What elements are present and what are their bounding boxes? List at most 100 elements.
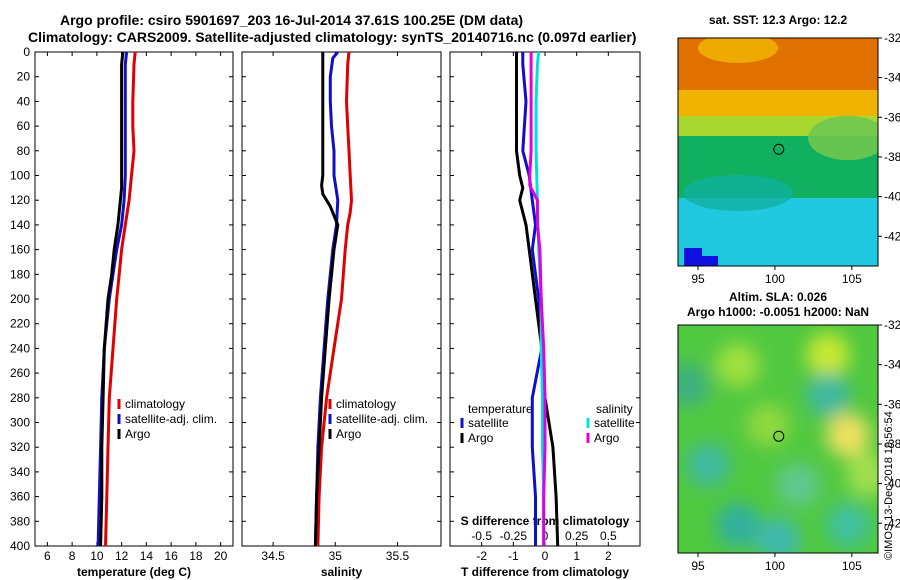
x-tick-label: 34.5 <box>261 549 285 563</box>
map-x-tick-label: 105 <box>842 272 862 286</box>
depth-tick-label: 240 <box>10 341 30 355</box>
sst-patch <box>684 248 702 266</box>
series-line-temperature-satellite <box>521 52 544 546</box>
sla-blob <box>806 333 850 377</box>
legend-label: satellite <box>468 416 509 430</box>
x-tick-label: 14 <box>140 549 154 563</box>
sla-blob <box>716 503 760 547</box>
footer-credit: ©IMOS 13-Dec-2018 19:56:54 <box>883 411 895 560</box>
map-y-tick-label: -32 <box>884 318 900 332</box>
x-axis-label: T difference from climatology <box>461 565 629 579</box>
map-frame <box>677 37 879 267</box>
x-tick-label: 1 <box>573 549 580 563</box>
series-group <box>96 52 137 546</box>
top-tick-label: -0.25 <box>500 529 528 543</box>
map-y-tick-label: -42 <box>884 229 900 243</box>
series-group <box>515 52 560 546</box>
legend-label: Argo <box>125 427 151 441</box>
sla-blob <box>776 463 820 507</box>
depth-tick-label: 320 <box>10 440 30 454</box>
map-y-tick-label: -40 <box>884 190 900 204</box>
series-line-temperature-argo <box>515 52 560 546</box>
map-y-tick-label: -36 <box>884 110 900 124</box>
depth-tick-label: 140 <box>10 218 30 232</box>
depth-tick-label: 160 <box>10 243 30 257</box>
map-x-tick-label: 105 <box>842 559 862 573</box>
depth-tick-label: 40 <box>17 94 31 108</box>
series-line-climatology <box>316 52 353 546</box>
map-x-tick-label: 95 <box>691 272 705 286</box>
depth-tick-label: 220 <box>10 317 30 331</box>
x-tick-label: -2 <box>476 549 487 563</box>
x-tick-label: 10 <box>90 549 104 563</box>
legend-group-title: temperature <box>468 402 533 416</box>
legend-label: Argo <box>594 431 620 445</box>
depth-tick-label: 180 <box>10 267 30 281</box>
x-tick-label: 2 <box>605 549 612 563</box>
legend-label: Argo <box>468 431 494 445</box>
depth-tick-label: 260 <box>10 366 30 380</box>
x-tick-label: 6 <box>44 549 51 563</box>
legend-group-title: salinity <box>596 402 633 416</box>
map-x-tick-label: 95 <box>691 559 705 573</box>
sla-blob <box>756 518 800 553</box>
x-tick-label: 8 <box>69 549 76 563</box>
argo-position-marker <box>773 143 785 155</box>
depth-tick-label: 280 <box>10 391 30 405</box>
top-tick-label: 0.5 <box>600 529 617 543</box>
x-axis-label: salinity <box>321 565 363 579</box>
top-tick-label: -0.5 <box>471 529 492 543</box>
depth-tick-label: 380 <box>10 514 30 528</box>
sla-blob <box>678 363 710 407</box>
sst-patch <box>702 256 718 266</box>
legend-label: Argo <box>336 427 362 441</box>
sst-patch <box>808 116 878 160</box>
legend-label: climatology <box>125 397 185 411</box>
series-line-salinity-argo <box>528 52 547 546</box>
argo-position-marker <box>773 430 785 442</box>
map-y-tick-label: -42 <box>884 516 900 530</box>
sst-map-field <box>678 38 878 266</box>
sla-blob <box>806 373 850 417</box>
depth-tick-label: 200 <box>10 292 30 306</box>
depth-tick-label: 20 <box>17 70 31 84</box>
depth-tick-label: 400 <box>10 539 30 553</box>
sla-blobs <box>678 333 878 553</box>
x-tick-label: 35.5 <box>386 549 410 563</box>
sst-map-title: sat. SST: 12.3 Argo: 12.2 <box>709 13 848 27</box>
depth-tick-label: 300 <box>10 416 30 430</box>
depth-tick-label: 100 <box>10 169 30 183</box>
sst-band <box>678 198 878 266</box>
sla-blob <box>686 443 730 487</box>
sst-patch <box>698 38 778 63</box>
map-y-tick-label: -32 <box>884 31 900 45</box>
depth-tick-label: 60 <box>17 119 31 133</box>
map-x-tick-label: 100 <box>765 559 785 573</box>
sst-patch <box>683 175 793 211</box>
x-tick-label: -1 <box>508 549 519 563</box>
depth-tick-label: 340 <box>10 465 30 479</box>
sla-blob <box>846 453 878 497</box>
map-y-tick-label: -36 <box>884 397 900 411</box>
map-frame <box>677 324 879 554</box>
sla-map-field <box>678 325 878 553</box>
x-tick-label: 35 <box>329 549 343 563</box>
map-y-tick-label: -34 <box>884 358 900 372</box>
map-y-tick-label: -40 <box>884 477 900 491</box>
sla-blob <box>826 413 870 457</box>
legend-label: satellite <box>594 416 635 430</box>
x-tick-label: 18 <box>189 549 203 563</box>
top-tick-label: 0.25 <box>565 529 589 543</box>
legend-label: satellite-adj. clim. <box>125 412 217 426</box>
sla-blob <box>746 403 790 447</box>
depth-tick-label: 0 <box>23 45 30 59</box>
map-y-tick-label: -38 <box>884 150 900 164</box>
title-line-1: Argo profile: csiro 5901697_203 16-Jul-2… <box>60 12 524 28</box>
series-line-argo <box>99 52 125 546</box>
x-tick-label: 20 <box>214 549 228 563</box>
x-axis-label: temperature (deg C) <box>77 565 191 579</box>
series-line-argo <box>313 52 340 546</box>
title-line-2: Climatology: CARS2009. Satellite-adjuste… <box>28 29 637 45</box>
x-tick-label: 16 <box>164 549 178 563</box>
